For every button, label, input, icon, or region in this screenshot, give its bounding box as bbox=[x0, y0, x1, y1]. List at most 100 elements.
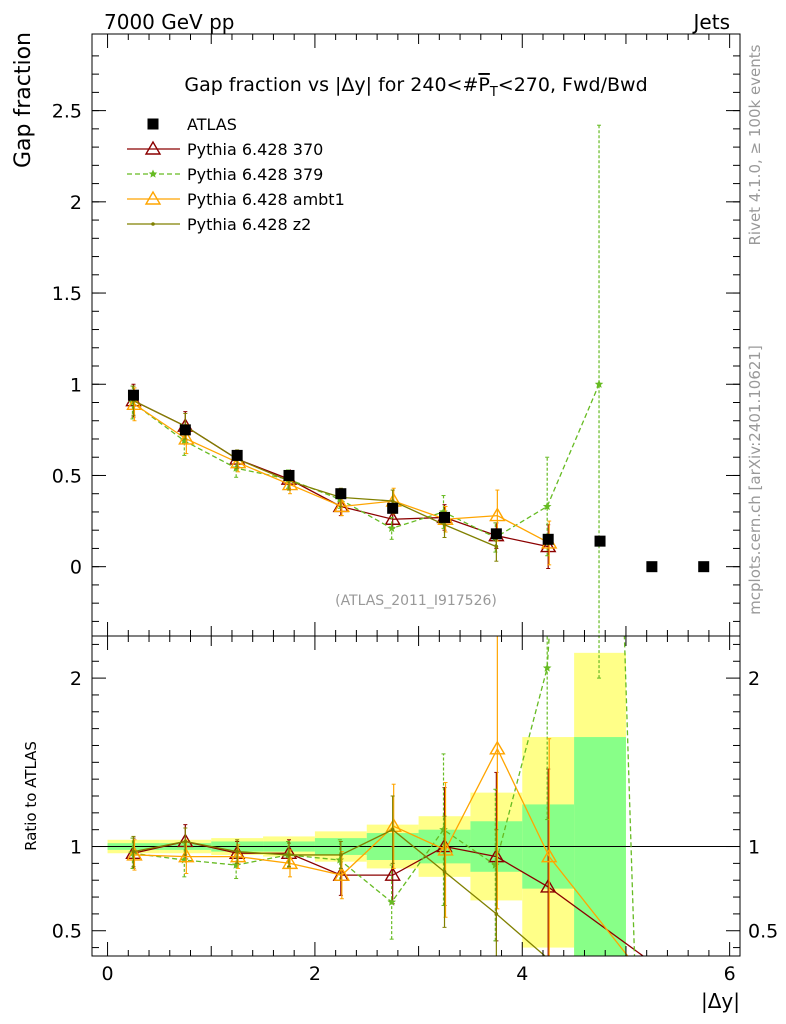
atlas-data-point bbox=[490, 528, 502, 540]
main-point bbox=[333, 498, 351, 513]
ratio-point bbox=[287, 853, 291, 857]
atlas-data-point bbox=[127, 389, 139, 401]
atlas-data-point bbox=[387, 502, 399, 514]
ratio-point bbox=[384, 866, 401, 881]
legend-label: Pythia 6.428 370 bbox=[187, 140, 323, 159]
ratio-point bbox=[387, 897, 396, 906]
main-point bbox=[442, 522, 447, 527]
ratio-point bbox=[437, 841, 454, 856]
legend-label: Pythia 6.428 ambt1 bbox=[187, 190, 345, 209]
ratio-point bbox=[539, 878, 557, 893]
main-y-tick-label: 2 bbox=[70, 192, 82, 214]
ratio-point bbox=[335, 855, 345, 864]
main-line bbox=[132, 384, 600, 539]
legend-item: Pythia 6.428 370 bbox=[127, 140, 323, 159]
x-tick-label: 0 bbox=[102, 963, 114, 985]
main-panel-content bbox=[125, 124, 710, 636]
legend-item: Pythia 6.428 379 bbox=[127, 165, 323, 184]
main-point bbox=[542, 502, 552, 511]
x-tick-label: 6 bbox=[724, 963, 736, 985]
main-point bbox=[494, 544, 499, 549]
legend-marker bbox=[151, 222, 155, 226]
legend-item: ATLAS bbox=[147, 115, 237, 134]
category-label: Jets bbox=[692, 10, 730, 34]
analysis-watermark: (ATLAS_2011_I917526) bbox=[335, 593, 497, 609]
main-point bbox=[390, 499, 395, 503]
main-y-tick-label: 1 bbox=[70, 374, 82, 396]
legend-marker bbox=[144, 190, 162, 205]
ratio-y-tick-label-right: 0.5 bbox=[748, 921, 778, 943]
atlas-data-point bbox=[698, 561, 710, 573]
ratio-line bbox=[133, 840, 645, 956]
main-y-tick-label: 1.5 bbox=[52, 283, 82, 305]
main-line bbox=[134, 403, 550, 544]
ratio-series-z2 bbox=[131, 795, 546, 956]
legend: ATLAS Pythia 6.428 370 Pythia 6.428 379 Pyt… bbox=[127, 115, 345, 234]
main-point bbox=[539, 538, 557, 553]
main-point bbox=[594, 379, 604, 388]
x-axis-label: |Δy| bbox=[701, 989, 740, 1013]
ratio-point bbox=[494, 912, 499, 916]
ratio-point bbox=[126, 846, 143, 861]
legend-atlas-marker bbox=[147, 118, 159, 130]
ratio-point bbox=[281, 854, 299, 870]
main-point bbox=[178, 430, 195, 445]
legend-label: Pythia 6.428 379 bbox=[187, 165, 323, 184]
ratio-point bbox=[183, 839, 188, 844]
ratio-panel-content bbox=[92, 636, 740, 956]
ratio-point bbox=[235, 849, 239, 854]
ratio-point bbox=[131, 849, 136, 854]
x-tick-label: 4 bbox=[516, 963, 528, 985]
ratio-point bbox=[542, 663, 552, 672]
mcplots-reference-label: mcplots.cern.ch [arXiv:2401.10621] bbox=[746, 345, 764, 615]
ratio-series-ambt1 bbox=[126, 636, 629, 956]
main-y-tick-label: 0 bbox=[70, 557, 82, 579]
legend-label: ATLAS bbox=[187, 115, 237, 134]
ratio-y-tick-label: 1 bbox=[70, 837, 82, 859]
ratio-point bbox=[333, 866, 351, 881]
ratio-point bbox=[229, 848, 247, 863]
ratio-point bbox=[489, 740, 506, 755]
atlas-data-point bbox=[179, 424, 191, 436]
main-point bbox=[384, 510, 401, 525]
ratio-frame bbox=[91, 635, 741, 957]
main-line bbox=[133, 400, 549, 548]
ratio-point bbox=[540, 848, 558, 863]
rivet-version-label: Rivet 4.1.0, ≥ 100k events bbox=[746, 44, 764, 245]
main-y-tick-label: 0.5 bbox=[52, 465, 82, 487]
ratio-point bbox=[442, 869, 447, 874]
energy-label: 7000 GeV pp bbox=[104, 10, 235, 34]
main-point bbox=[387, 523, 396, 532]
atlas-data-point bbox=[283, 469, 295, 481]
legend-marker bbox=[148, 169, 158, 178]
ratio-point bbox=[178, 848, 195, 863]
atlas-data-point bbox=[594, 535, 606, 547]
main-point bbox=[489, 507, 506, 522]
main-line bbox=[133, 400, 497, 548]
ratio-line bbox=[134, 747, 629, 956]
ratio-y-tick-label-right: 1 bbox=[748, 837, 760, 859]
legend-marker bbox=[144, 140, 162, 155]
ratio-y-axis-label: Ratio to ATLAS bbox=[22, 741, 40, 851]
legend-item: Pythia 6.428 z2 bbox=[127, 215, 311, 234]
ratio-point bbox=[339, 853, 343, 857]
ratio-y-tick-label: 0.5 bbox=[52, 921, 82, 943]
legend-label: Pythia 6.428 z2 bbox=[187, 215, 311, 234]
main-series-370 bbox=[125, 383, 557, 570]
atlas-data-point bbox=[335, 488, 347, 500]
atlas-data-point bbox=[646, 561, 658, 573]
atlas-data-point bbox=[542, 533, 554, 545]
atlas-data-point bbox=[439, 511, 451, 523]
ratio-y-tick-label: 2 bbox=[70, 668, 82, 690]
axes: 0 0.5 1 1.5 2 2.5 0.5 0.5 1 1 2 2 0 2 4 6 bbox=[52, 33, 778, 985]
main-y-tick-label: 2.5 bbox=[52, 101, 82, 123]
legend-item: Pythia 6.428 ambt1 bbox=[127, 190, 345, 209]
ratio-y-tick-label-right: 2 bbox=[748, 668, 760, 690]
main-series-z2 bbox=[131, 385, 499, 562]
ratio-point bbox=[390, 827, 395, 832]
main-y-axis-label: Gap fraction bbox=[11, 32, 36, 168]
x-tick-label: 2 bbox=[309, 963, 321, 985]
atlas-data-point bbox=[231, 449, 243, 461]
chart-title: Gap fraction vs |Δy| for 240<#PT<270, Fw… bbox=[184, 74, 647, 100]
